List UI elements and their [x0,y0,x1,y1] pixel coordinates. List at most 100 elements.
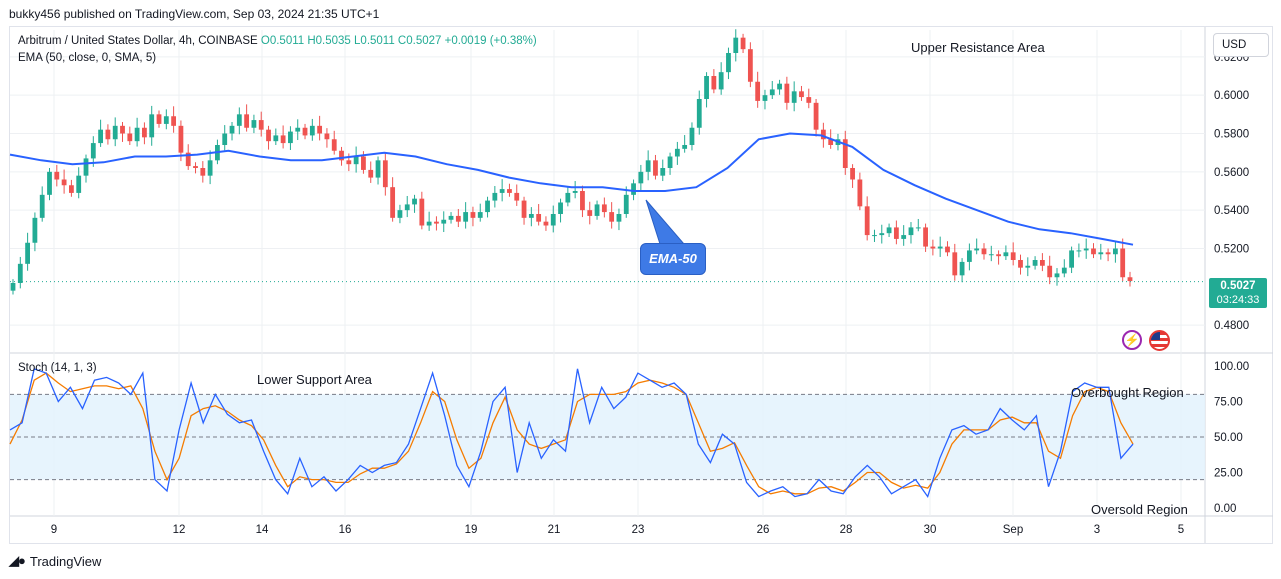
candle-body [185,152,191,167]
candle-body [112,125,118,140]
candle-body [1003,252,1009,257]
candle-body [1047,265,1053,278]
candle-body [463,212,469,222]
candle-body [762,95,768,101]
candle-body [981,248,987,255]
candle-body [828,139,834,145]
candle-body [492,192,498,201]
candle-body [266,129,271,142]
candle-body [1105,252,1111,255]
candle-body [368,169,374,178]
candle-body [784,83,790,103]
candle-body [288,131,293,144]
tradingview-logo[interactable]: ◢● TradingView [9,553,101,569]
candle-body [558,202,563,214]
candle-body [244,114,250,128]
stoch-d-line [9,372,1134,495]
publisher-caption: bukky456 published on TradingView.com, S… [9,7,380,21]
candle-body [470,212,476,218]
candle-body [565,192,571,203]
candle-body [47,171,52,195]
ohlc-values: O0.5011 H0.5035 L0.5011 C0.5027 +0.0019 … [260,35,537,47]
candle-body [988,254,994,256]
candle-body [1061,267,1067,274]
candle-body [441,219,447,224]
price-legend: Arbitrum / United States Dollar, 4h, COI… [18,35,537,47]
currency-button[interactable]: USD [1213,33,1269,57]
candle-body [353,156,359,165]
flash-icon[interactable]: ⚡ [1122,330,1142,350]
candle-body [864,206,870,236]
candle-body [361,156,366,170]
candle-body [528,214,534,218]
candle-body [105,129,111,140]
candle-body [426,221,432,226]
candle-body [236,114,242,126]
candle-body [609,212,615,222]
candle-body [660,168,666,176]
candle-body [799,91,804,98]
candle-body [842,139,848,168]
candle-body [580,191,585,211]
candle-body [149,114,155,138]
candle-body [1112,248,1118,255]
candle-body [499,189,505,193]
candle-body [930,246,936,249]
candle-body [689,127,695,145]
symbol-label: Arbitrum / United States Dollar, 4h, COI… [18,35,258,47]
candle-body [302,127,308,136]
ema-callout-label: EMA-50 [640,243,706,275]
x-tick-label: 3 [1094,524,1100,536]
candle-body [959,261,965,276]
candle-body [193,166,198,168]
candle-body [937,246,943,249]
ema-50-line [9,132,1134,246]
candle-body [791,91,797,103]
candle-body [207,160,213,176]
candle-body [382,160,388,188]
candle-body [696,99,702,128]
candle-body [477,212,483,218]
candle-body [1083,248,1089,251]
x-tick-label: 23 [632,524,645,536]
candle-body [550,214,556,226]
candle-body [718,72,724,90]
candle-body [536,214,542,222]
price-tick-label: 0.5600 [1214,167,1249,179]
candle-body [521,200,527,218]
candle-body [258,120,264,130]
candle-body [178,125,184,153]
candle-body [229,125,235,134]
candle-body [200,168,206,176]
candle-body [222,133,228,145]
stoch-legend[interactable]: Stoch (14, 1, 3) [18,362,97,374]
candle-body [404,204,410,211]
candle-body [1069,250,1074,268]
candle-body [601,204,607,213]
x-tick-label: 14 [256,524,269,536]
candle-body [397,210,403,218]
candle-body [251,120,257,128]
candle-body [952,252,958,276]
chart-frame [9,26,1273,544]
x-tick-label: 16 [339,524,352,536]
candle-body [10,283,16,291]
candle-body [747,49,753,82]
candle-body [711,76,717,90]
stoch-tick-label: 25.00 [1214,468,1243,480]
candle-body [90,143,96,159]
x-tick-label: 19 [465,524,478,536]
x-tick-label: 30 [924,524,937,536]
candle-body [134,127,140,142]
candle-body [434,221,439,224]
candle-body [419,198,425,226]
us-flag-icon[interactable] [1149,330,1170,351]
candle-body [76,175,82,193]
candle-body [455,215,461,222]
candle-body [857,179,863,207]
candle-body [901,235,907,239]
candle-body [1098,252,1104,255]
price-tick-label: 0.6000 [1214,90,1249,102]
candle-body [324,133,330,140]
ema-legend[interactable]: EMA (50, close, 0, SMA, 5) [18,52,157,64]
